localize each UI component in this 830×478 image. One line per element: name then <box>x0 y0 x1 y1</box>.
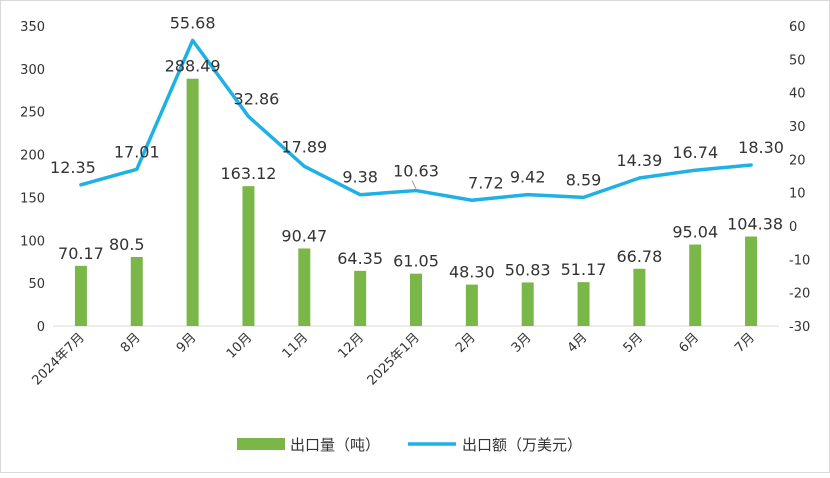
bar-data-label: 95.04 <box>672 223 718 242</box>
label-leader-line <box>411 180 417 189</box>
bar-data-label: 163.12 <box>220 164 276 183</box>
bar <box>298 248 311 326</box>
left-axis-tick-label: 250 <box>20 106 45 121</box>
category-tick-label: 2024年7月 <box>30 330 88 388</box>
bar-data-label: 70.17 <box>58 244 104 263</box>
category-tick-label: 8月 <box>118 330 144 356</box>
bar-data-label: 288.49 <box>165 57 221 76</box>
right-axis-tick-label: 0 <box>789 220 797 235</box>
category-tick-label: 2025年1月 <box>365 330 423 388</box>
left-axis-tick-label: 350 <box>20 20 45 35</box>
right-axis-tick-label: -30 <box>789 320 810 335</box>
bar-data-label: 61.05 <box>393 252 439 271</box>
line-data-label: 8.59 <box>566 170 602 189</box>
category-tick-label: 7月 <box>732 330 758 356</box>
bar <box>745 236 758 326</box>
bar <box>689 244 702 326</box>
bar <box>130 257 143 326</box>
line-data-label: 55.68 <box>170 13 216 32</box>
category-tick-label: 6月 <box>676 330 702 356</box>
category-tick-label: 11月 <box>280 330 311 361</box>
category-tick-label: 12月 <box>335 330 366 361</box>
right-axis-tick-label: 20 <box>789 153 806 168</box>
line-data-label: 17.01 <box>114 142 160 161</box>
line-data-label: 18.30 <box>738 138 784 157</box>
left-axis-tick-label: 100 <box>20 234 45 249</box>
bar-data-label: 64.35 <box>337 249 383 268</box>
bar-data-label: 48.30 <box>449 263 495 282</box>
bar <box>74 265 87 326</box>
legend-label-bar: 出口量（吨） <box>290 436 380 454</box>
right-axis-tick-label: 50 <box>789 53 806 68</box>
bar <box>186 78 199 326</box>
line-data-label: 16.74 <box>672 143 718 162</box>
category-tick-label: 5月 <box>621 330 647 356</box>
bar <box>354 270 367 326</box>
left-axis-tick-label: 300 <box>20 63 45 78</box>
left-axis-tick-label: 0 <box>37 320 45 335</box>
bar-data-label: 50.83 <box>505 260 551 279</box>
line-data-label: 12.35 <box>50 158 96 177</box>
right-axis-tick-label: -20 <box>789 287 810 302</box>
legend-swatch-bar <box>237 438 285 450</box>
category-tick-label: 2月 <box>453 330 479 356</box>
right-axis-tick-label: 30 <box>789 120 806 135</box>
bar-data-label: 90.47 <box>281 226 327 245</box>
line-data-label: 7.72 <box>468 173 504 192</box>
right-axis-tick-label: 10 <box>789 187 806 202</box>
bar <box>465 284 478 326</box>
right-axis-tick-label: 60 <box>789 20 806 35</box>
bar-data-label: 104.38 <box>727 215 783 234</box>
category-tick-label: 3月 <box>509 330 535 356</box>
bar <box>577 282 590 326</box>
bar <box>633 268 646 326</box>
left-axis-tick-label: 150 <box>20 191 45 206</box>
category-tick-label: 4月 <box>565 330 591 356</box>
right-axis-tick-label: -10 <box>789 253 810 268</box>
bar <box>521 282 534 326</box>
bar <box>410 273 422 326</box>
legend-label-line: 出口额（万美元） <box>462 436 582 454</box>
line-data-label: 9.38 <box>342 168 378 187</box>
left-axis-tick-label: 200 <box>20 149 45 164</box>
bar-data-label: 80.5 <box>109 235 145 254</box>
right-axis-tick-label: 40 <box>789 87 806 102</box>
category-tick-label: 9月 <box>174 330 200 356</box>
line-data-label: 10.63 <box>393 162 439 181</box>
category-tick-label: 10月 <box>224 330 255 361</box>
bar-data-label: 66.78 <box>616 247 662 266</box>
line-data-label: 9.42 <box>510 168 546 187</box>
left-axis-tick-label: 50 <box>28 277 45 292</box>
bar-data-label: 51.17 <box>561 260 607 279</box>
series-line <box>79 38 753 203</box>
bar <box>242 186 255 326</box>
line-data-label: 14.39 <box>616 151 662 170</box>
line-data-label: 32.86 <box>234 89 280 108</box>
line-data-label: 17.89 <box>281 137 327 156</box>
